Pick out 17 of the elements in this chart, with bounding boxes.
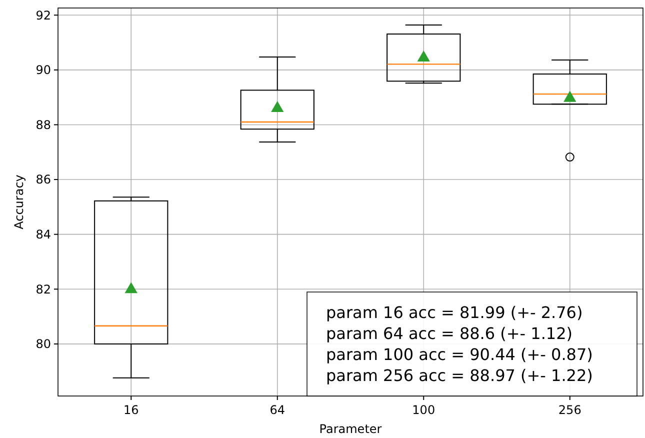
annotation: param 64 acc = 88.6 (+- 1.12) <box>326 324 573 343</box>
y-tick-label: 86 <box>36 172 51 187</box>
y-tick-label: 90 <box>36 63 51 78</box>
x-axis-title: Parameter <box>319 422 382 436</box>
annotation: param 256 acc = 88.97 (+- 1.22) <box>326 366 593 385</box>
y-tick-label: 92 <box>36 8 51 22</box>
x-tick-label: 64 <box>270 403 286 417</box>
y-tick-label: 82 <box>36 282 51 296</box>
x-tick-label: 100 <box>412 403 436 417</box>
x-tick-label: 16 <box>123 403 139 417</box>
y-axis-title: Accuracy <box>12 174 26 230</box>
annotation: param 16 acc = 81.99 (+- 2.76) <box>326 303 583 322</box>
annotation: param 100 acc = 90.44 (+- 0.87) <box>326 345 593 364</box>
x-tick-label: 256 <box>558 403 582 417</box>
y-tick-label: 84 <box>36 228 51 242</box>
y-tick-label: 88 <box>36 118 51 132</box>
y-tick-label: 80 <box>36 337 51 352</box>
